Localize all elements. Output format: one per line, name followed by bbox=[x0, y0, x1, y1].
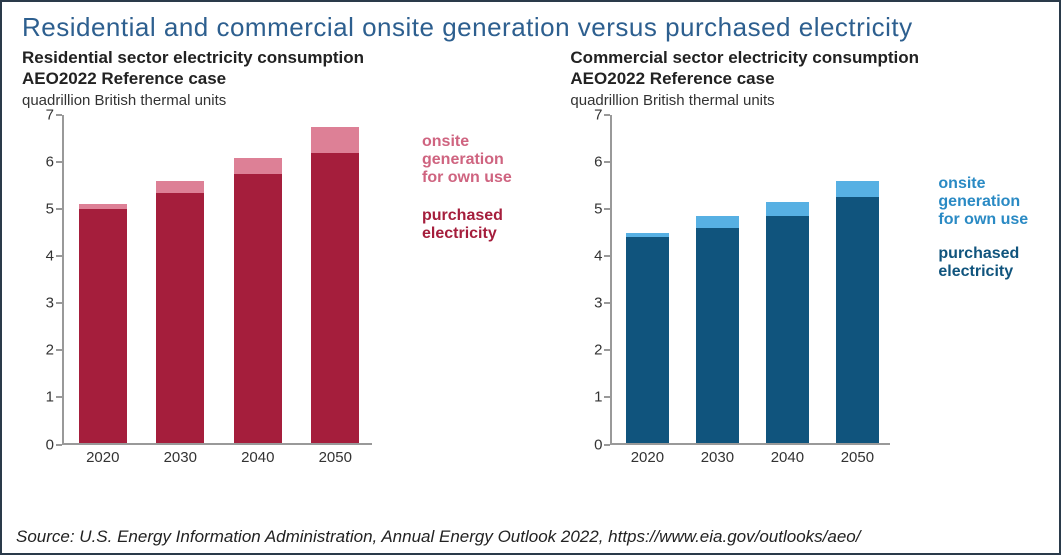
y-tick-label: 6 bbox=[46, 153, 54, 170]
bar-stack bbox=[79, 204, 127, 442]
y-tick bbox=[604, 114, 610, 116]
bar-segment bbox=[156, 181, 204, 193]
chart-title-line2: AEO2022 Reference case bbox=[570, 68, 1049, 89]
bar-segment bbox=[766, 202, 809, 216]
y-tick-label: 5 bbox=[46, 200, 54, 217]
x-tick-label: 2030 bbox=[164, 449, 197, 466]
bar-segment bbox=[234, 158, 282, 174]
chart-residential: Residential sector electricity consumpti… bbox=[22, 47, 560, 475]
y-tick bbox=[604, 161, 610, 163]
bar-segment bbox=[626, 233, 669, 238]
y-tick bbox=[56, 255, 62, 257]
bar-segment bbox=[766, 216, 809, 442]
y-tick bbox=[56, 396, 62, 398]
bar-segment bbox=[626, 237, 669, 442]
bar-stack bbox=[766, 202, 809, 442]
y-tick-label: 0 bbox=[46, 436, 54, 453]
figure-frame: Residential and commercial onsite genera… bbox=[0, 0, 1061, 555]
y-tick bbox=[604, 255, 610, 257]
bar-stack bbox=[311, 127, 359, 443]
x-tick-label: 2050 bbox=[319, 449, 352, 466]
y-tick-label: 7 bbox=[46, 106, 54, 123]
legend-label: purchasedelectricity bbox=[422, 207, 503, 244]
y-tick-label: 2 bbox=[594, 342, 602, 359]
bar-stack bbox=[696, 216, 739, 442]
bar-segment bbox=[696, 216, 739, 228]
y-tick bbox=[56, 208, 62, 210]
plot: 012345672020203020402050 bbox=[610, 115, 890, 445]
legend-label: onsitegenerationfor own use bbox=[938, 175, 1028, 230]
x-tick-label: 2020 bbox=[86, 449, 119, 466]
bar-segment bbox=[156, 193, 204, 443]
bar-stack bbox=[836, 181, 879, 443]
bar-stack bbox=[234, 158, 282, 442]
plot-area: 012345672020203020402050 onsitegeneration… bbox=[22, 115, 560, 475]
y-tick-label: 4 bbox=[46, 247, 54, 264]
chart-subtitle: quadrillion British thermal units bbox=[570, 92, 1049, 109]
chart-header: Residential sector electricity consumpti… bbox=[22, 47, 560, 109]
chart-commercial: Commercial sector electricity consumptio… bbox=[570, 47, 1049, 475]
bar-segment bbox=[696, 228, 739, 443]
y-tick-label: 7 bbox=[594, 106, 602, 123]
legend-label: onsitegenerationfor own use bbox=[422, 133, 512, 188]
plot: 012345672020203020402050 bbox=[62, 115, 372, 445]
figure-title: Residential and commercial onsite genera… bbox=[2, 2, 1059, 47]
charts-row: Residential sector electricity consumpti… bbox=[2, 47, 1059, 475]
x-tick-label: 2040 bbox=[241, 449, 274, 466]
y-tick-label: 4 bbox=[594, 247, 602, 264]
y-tick bbox=[56, 444, 62, 446]
y-tick bbox=[604, 444, 610, 446]
chart-title-line1: Residential sector electricity consumpti… bbox=[22, 47, 560, 68]
source-line: Source: U.S. Energy Information Administ… bbox=[16, 527, 860, 547]
bar-stack bbox=[156, 181, 204, 443]
chart-header: Commercial sector electricity consumptio… bbox=[570, 47, 1049, 109]
chart-subtitle: quadrillion British thermal units bbox=[22, 92, 560, 109]
y-tick-label: 3 bbox=[46, 295, 54, 312]
x-tick-label: 2030 bbox=[701, 449, 734, 466]
y-tick bbox=[604, 302, 610, 304]
bar-segment bbox=[836, 197, 879, 442]
x-tick-label: 2050 bbox=[841, 449, 874, 466]
bar-segment bbox=[836, 181, 879, 198]
y-tick-label: 1 bbox=[594, 389, 602, 406]
y-tick bbox=[56, 114, 62, 116]
x-tick-label: 2020 bbox=[631, 449, 664, 466]
y-tick-label: 5 bbox=[594, 200, 602, 217]
legend-label: purchasedelectricity bbox=[938, 245, 1019, 282]
y-tick bbox=[604, 208, 610, 210]
y-tick bbox=[604, 396, 610, 398]
y-tick-label: 0 bbox=[594, 436, 602, 453]
bar-segment bbox=[311, 153, 359, 443]
y-tick bbox=[56, 161, 62, 163]
y-tick-label: 2 bbox=[46, 342, 54, 359]
bar-segment bbox=[79, 204, 127, 209]
chart-title-line2: AEO2022 Reference case bbox=[22, 68, 560, 89]
y-tick bbox=[56, 302, 62, 304]
y-tick-label: 6 bbox=[594, 153, 602, 170]
y-tick-label: 1 bbox=[46, 389, 54, 406]
bar-segment bbox=[79, 209, 127, 442]
chart-title-line1: Commercial sector electricity consumptio… bbox=[570, 47, 1049, 68]
bar-stack bbox=[626, 233, 669, 443]
bar-segment bbox=[311, 127, 359, 153]
y-tick bbox=[604, 349, 610, 351]
y-tick bbox=[56, 349, 62, 351]
plot-area: 012345672020203020402050 onsitegeneration… bbox=[570, 115, 1049, 475]
bar-segment bbox=[234, 174, 282, 443]
x-tick-label: 2040 bbox=[771, 449, 804, 466]
y-tick-label: 3 bbox=[594, 295, 602, 312]
